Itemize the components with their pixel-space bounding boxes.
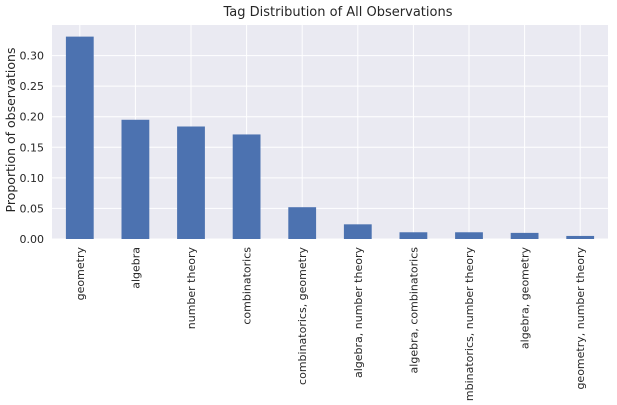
- x-tick-label: algebra, geometry: [519, 247, 532, 350]
- bar: [399, 232, 428, 239]
- x-tick-labels: geometry algebra number theory combinatoric…: [74, 247, 587, 405]
- y-tick-label: 0.10: [20, 172, 45, 185]
- x-tick-label: geometry: [74, 247, 87, 301]
- bar: [566, 235, 595, 239]
- y-tick-label: 0.20: [20, 111, 45, 124]
- x-tick-label: combinatorics, number theory: [463, 247, 476, 401]
- y-tick-labels: 0.00 0.05 0.10 0.15 0.20 0.25 0.30: [20, 50, 45, 246]
- bar: [343, 224, 372, 239]
- chart-title: Tag Distribution of All Observations: [223, 5, 453, 20]
- x-tick-label: geometry, number theory: [574, 247, 587, 390]
- bar: [121, 119, 150, 239]
- y-tick-label: 0.00: [20, 233, 45, 246]
- x-tick-label: algebra, number theory: [352, 247, 365, 379]
- x-tick-label: combinatorics: [241, 247, 254, 325]
- y-tick-label: 0.05: [20, 202, 45, 215]
- x-tick-label: combinatorics, geometry: [296, 247, 309, 385]
- bar: [232, 134, 261, 239]
- x-tick-label: algebra, combinatorics: [407, 247, 420, 374]
- y-axis-label: Proportion of observations: [3, 48, 18, 213]
- y-tick-label: 0.30: [20, 50, 45, 63]
- bar: [65, 36, 94, 239]
- y-tick-label: 0.15: [20, 141, 45, 154]
- bar: [177, 126, 205, 239]
- bars: [65, 36, 595, 239]
- x-tick-label: number theory: [185, 247, 198, 330]
- bar: [455, 232, 483, 239]
- bar: [288, 207, 317, 239]
- y-tick-label: 0.25: [20, 80, 45, 93]
- x-tick-label: algebra: [129, 247, 142, 289]
- bar: [510, 232, 539, 239]
